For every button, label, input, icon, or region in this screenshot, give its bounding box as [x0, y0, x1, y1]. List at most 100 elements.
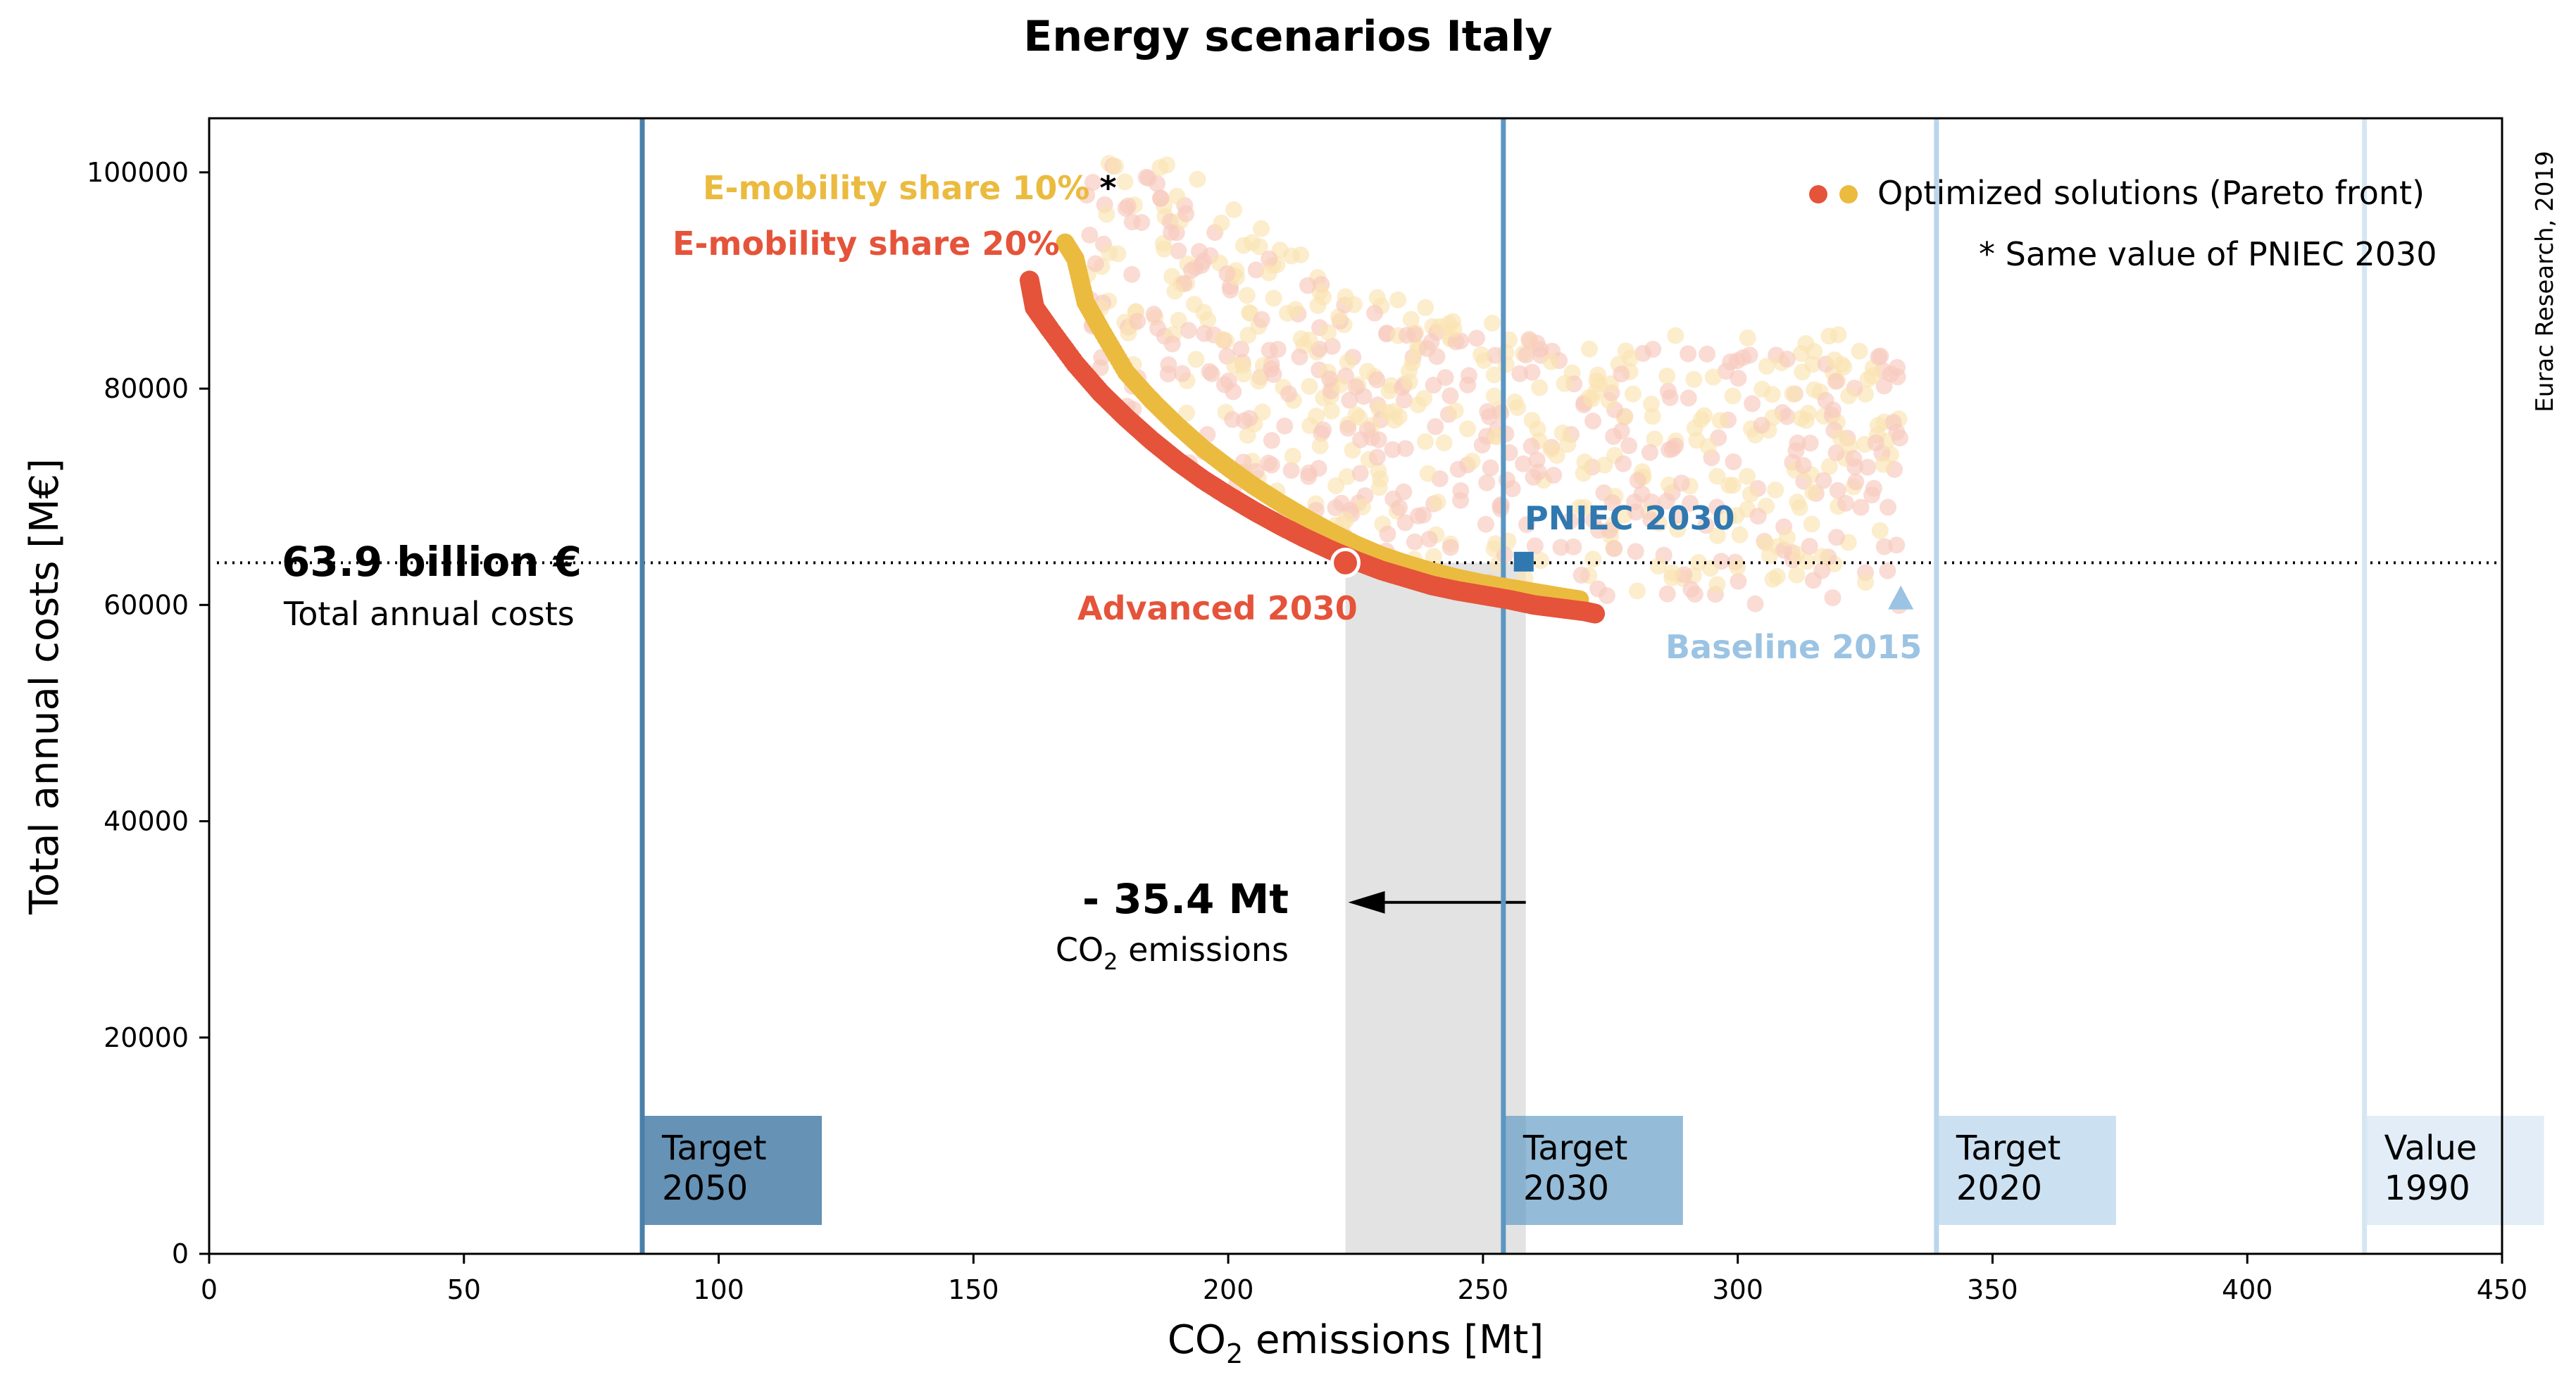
cloud-point: [1415, 389, 1433, 407]
cloud-point: [1725, 453, 1742, 470]
cloud-point: [1196, 325, 1213, 342]
cloud-point: [1667, 327, 1684, 344]
cloud-point: [1133, 214, 1151, 232]
cloud-point: [1177, 404, 1195, 422]
cloud-point: [1401, 373, 1418, 391]
cloud-point: [1813, 548, 1831, 565]
cloud-point: [1624, 385, 1642, 403]
cloud-point: [1584, 511, 1602, 529]
cloud-point: [1389, 291, 1407, 308]
cloud-point: [1763, 386, 1781, 403]
cloud-point: [1573, 566, 1590, 584]
cloud-point: [1279, 305, 1296, 322]
legend-note: * Same value of PNIEC 2030: [1979, 235, 2437, 273]
x-tick-label: 0: [201, 1274, 218, 1305]
cloud-point: [1180, 322, 1197, 339]
cloud-point: [1320, 324, 1337, 341]
cloud-point: [1646, 430, 1663, 448]
cloud-point: [1788, 566, 1806, 584]
cloud-point: [1801, 434, 1819, 452]
cloud-point: [1556, 375, 1573, 392]
reduction-sub-label-subscript: 2: [1103, 948, 1118, 975]
cloud-point: [1532, 552, 1549, 570]
cloud-point: [1711, 412, 1729, 429]
cloud-point: [1520, 331, 1538, 348]
cloud-point: [1225, 201, 1242, 218]
cloud-point: [1463, 453, 1481, 470]
cloud-point: [1601, 522, 1618, 539]
legend-dot-red: [1809, 185, 1827, 203]
reduction-label: - 35.4 Mt: [1082, 875, 1289, 923]
cloud-point: [1291, 348, 1308, 365]
cloud-point: [1827, 529, 1845, 546]
cloud-point: [1851, 342, 1868, 360]
cloud-point: [1794, 457, 1812, 474]
cloud-point: [1622, 349, 1639, 367]
cloud-point: [1351, 408, 1368, 426]
cloud-point: [1708, 576, 1726, 593]
x-tick-label: 250: [1458, 1274, 1509, 1305]
cloud-point: [1552, 539, 1570, 556]
cloud-point: [1232, 340, 1250, 358]
cloud-point: [1817, 391, 1834, 409]
cloud-point: [1758, 358, 1775, 375]
cloud-point: [1867, 434, 1884, 452]
cloud-point: [1871, 522, 1889, 539]
cloud-point: [1435, 434, 1453, 452]
cloud-point: [1425, 548, 1442, 565]
cloud-point: [1663, 440, 1681, 458]
target-box-year: 1990: [2384, 1169, 2470, 1208]
cloud-point: [1884, 413, 1902, 431]
target-box-year: 2050: [662, 1169, 748, 1208]
cloud-point: [1708, 527, 1726, 544]
x-tick-label: 100: [693, 1274, 744, 1305]
cloud-point: [1767, 482, 1784, 499]
cloud-point: [1368, 448, 1386, 466]
cloud-point: [1570, 498, 1588, 516]
cloud-point: [1398, 327, 1415, 344]
x-tick-label: 400: [2222, 1274, 2273, 1305]
cloud-point: [1794, 363, 1811, 381]
cloud-point: [1092, 359, 1109, 377]
cloud-point: [1870, 348, 1887, 365]
series-label-10: E-mobility share 10% *: [703, 169, 1117, 207]
cloud-point: [1253, 220, 1270, 237]
cloud-point: [1590, 375, 1608, 393]
cloud-point: [1615, 455, 1632, 472]
cloud-point: [1680, 389, 1697, 407]
cloud-point: [1442, 387, 1459, 405]
cloud-point: [1299, 277, 1317, 294]
cloud-point: [1189, 170, 1206, 188]
legend: Optimized solutions (Pareto front) * Sam…: [1809, 174, 2437, 273]
cloud-point: [1526, 537, 1544, 555]
cloud-point: [1891, 429, 1908, 447]
pareto-point: [1585, 603, 1606, 624]
cloud-point: [1804, 572, 1822, 589]
cloud-point: [1123, 265, 1141, 283]
cloud-point: [1559, 436, 1577, 453]
cloud-point: [1852, 498, 1870, 516]
cloud-point: [1820, 327, 1838, 345]
cloud-point: [1826, 351, 1844, 369]
cloud-point: [1575, 465, 1592, 482]
cloud-point: [1627, 503, 1645, 521]
cloud-point: [1213, 214, 1230, 232]
cloud-point: [1827, 372, 1844, 390]
cloud-point: [1193, 256, 1211, 274]
cloud-point: [1837, 494, 1854, 512]
cloud-point: [1177, 205, 1195, 222]
cloud-point: [1545, 467, 1563, 484]
cloud-point: [1214, 331, 1232, 348]
cloud-point: [1215, 376, 1233, 394]
cloud-point: [1406, 533, 1423, 551]
cloud-point: [1351, 465, 1369, 482]
cloud-point: [1222, 282, 1239, 299]
cloud-point: [1226, 357, 1244, 375]
cloud-point: [1151, 158, 1169, 176]
cloud-point: [1746, 595, 1764, 612]
cloud-point: [1681, 494, 1699, 512]
cloud-point: [1561, 513, 1579, 530]
cloud-point: [1479, 403, 1496, 420]
cloud-point: [1396, 440, 1414, 458]
